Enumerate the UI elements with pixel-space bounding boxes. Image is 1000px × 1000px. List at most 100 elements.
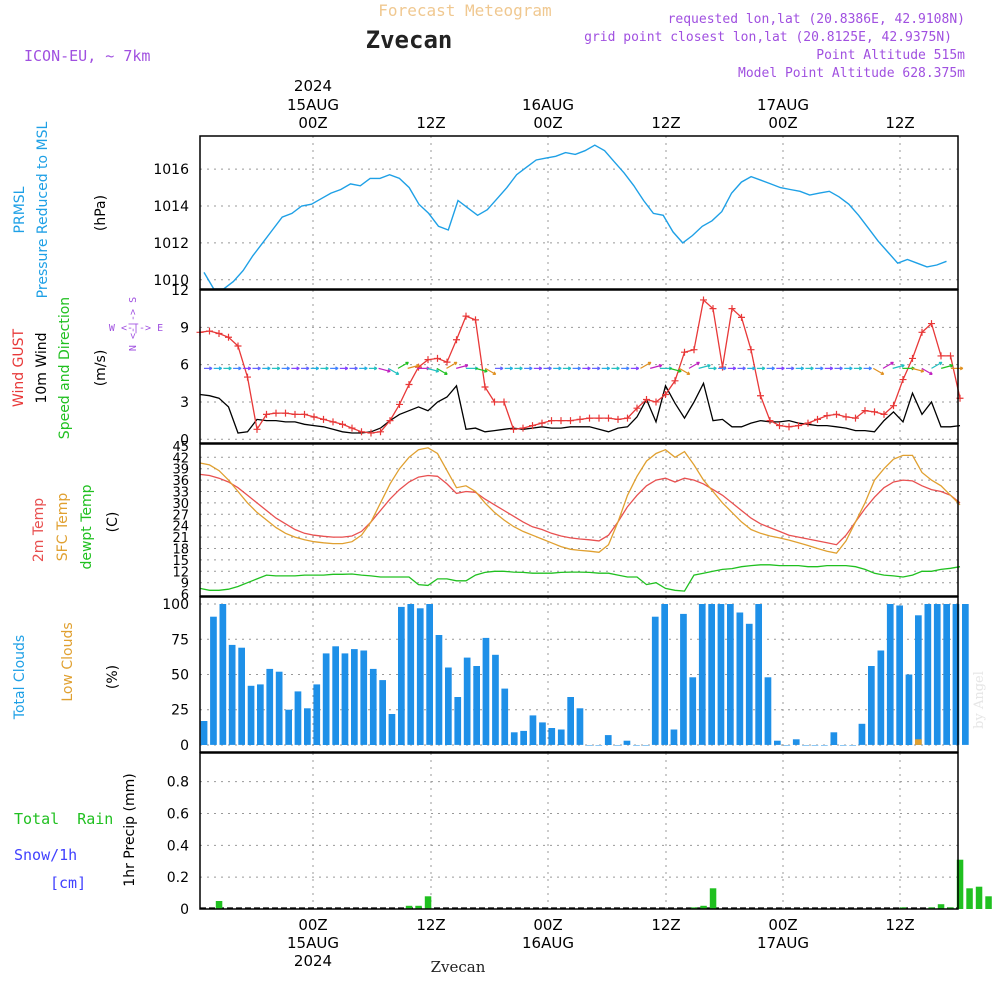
wind-gust-marker [890,402,897,410]
wind-gust-marker [814,415,821,423]
wind-gust-marker [320,415,327,423]
wind-direction-arrowhead [257,366,261,371]
total-cloud-bar [426,604,433,745]
wind-gust-marker [500,398,508,406]
wind-direction-arrowhead [820,366,824,371]
wind-direction-arrowhead [509,366,513,371]
temp-2m-line [199,473,961,546]
rain-bar [424,896,432,909]
wind-direction-arrowhead [723,366,727,371]
precip-label-cm: [cm] [50,874,86,892]
wind-gust-marker [947,352,954,360]
precip-ytick-0: 0 [180,902,189,918]
wind-direction-arrowhead [558,366,562,371]
wind-direction-arrowhead [890,361,894,366]
top-hour-label: 00Z [768,114,797,132]
temperature-ytick-0: 6 [181,588,189,603]
total-cloud-bar [745,623,753,745]
total-cloud-bar [886,604,894,745]
total-cloud-bar [924,604,932,745]
total-cloud-bar [905,674,913,745]
wind-direction-arrowhead [395,371,400,375]
wind-gust-marker [823,412,831,420]
total-cloud-bar [228,644,236,745]
rain-bar [937,904,945,909]
total-cloud-bar [868,666,875,745]
total-cloud-bar [200,721,208,745]
total-cloud-bar [623,740,631,745]
wind-direction-arrowhead [713,366,717,371]
wind-compass-we: W <-|-> E [109,323,163,334]
clouds-ytick-2: 50 [171,668,189,684]
pressure-line [203,144,947,290]
wind-gust-marker [206,327,213,335]
footer-location: Zvecan [431,958,486,976]
header-requested: requested lon,lat (20.8386E, 42.9108N) [668,12,965,27]
total-cloud-bar [586,745,593,746]
wind-direction-arrow [882,361,894,369]
wind-gust-marker [605,414,612,422]
precip-ytick-4: 0.8 [167,775,189,791]
wind-unit: (m/s) [93,350,109,387]
temperature-ytick-11: 39 [172,463,189,478]
pressure-label-prmsl: PRMSL [12,186,28,233]
low-cloud-bar [915,739,922,745]
total-cloud-bar [529,715,537,745]
wind-direction-arrowhead [276,366,281,371]
total-cloud-bar [764,677,772,745]
rain-bar [709,888,717,909]
wind-gust-marker [405,381,413,389]
top-date-label: 17AUG [757,96,809,114]
total-cloud-bar [614,745,621,746]
total-cloud-bar [595,745,603,746]
total-cloud-bar [717,604,725,745]
header-model-altitude: Model Point Altitude 628.375m [738,66,965,81]
pressure-ytick-3: 1016 [153,162,189,178]
clouds-ytick-0: 0 [180,738,189,754]
wind-direction-arrow [378,367,391,373]
total-cloud-bar [943,604,950,745]
wind-gust-marker [510,425,517,433]
total-cloud-bar [492,654,499,745]
wind-direction-arrow [669,367,682,373]
wind-direction-arrowhead [752,366,756,371]
wind-gust-marker [681,348,688,356]
rain-bar [947,907,954,909]
total-cloud-bar [210,616,217,745]
wind-direction-arrowhead [686,371,691,375]
clouds-frame [199,596,959,753]
temperature-ytick-7: 27 [172,508,189,523]
pressure-labels: PRMSL Pressure Reduced to MSL (hPa) [12,121,109,298]
pressure-ytick-1: 1012 [153,236,189,252]
total-cloud-bar [501,688,509,745]
top-year: 2024 [294,77,332,95]
wind-gust-marker [282,409,289,417]
rain-bar [405,905,413,909]
temperature-ytick-12: 42 [172,451,189,466]
bottom-hour-label: 00Z [298,916,327,934]
temp-sfc-line [199,447,961,554]
wind-direction-arrowhead [538,366,543,371]
total-cloud-bar [341,653,349,745]
wind-panel: 0 3 6 9 12 [171,283,964,448]
wind-direction-arrowhead [635,366,640,371]
total-cloud-bar [689,677,697,745]
pressure-ytick-0: 1010 [153,273,189,289]
wind-gust-marker [576,415,584,423]
temp-label-dewpt: dewpt Temp [79,484,95,569]
wind-gust-marker [548,417,555,425]
wind-direction-arrowhead [296,366,300,371]
total-cloud-bar [952,604,960,745]
wind-direction-arrowhead [901,363,905,368]
rain-bar [215,901,223,909]
wind-gust-marker [557,417,565,425]
precip-labels: Total Rain Snow/1h [cm] 1hr Precip (mm) [14,773,138,892]
wind-direction-arrowhead [920,368,925,373]
wind-direction-arrowhead [577,366,581,371]
wind-direction-arrow [931,361,943,369]
rain-bar [956,859,964,909]
precip-panel: 0 0.2 0.4 0.6 0.8 [167,752,992,918]
wind-gust-marker [861,407,869,415]
credit-watermark: by Angel [972,671,987,729]
rain-bar [690,907,698,909]
